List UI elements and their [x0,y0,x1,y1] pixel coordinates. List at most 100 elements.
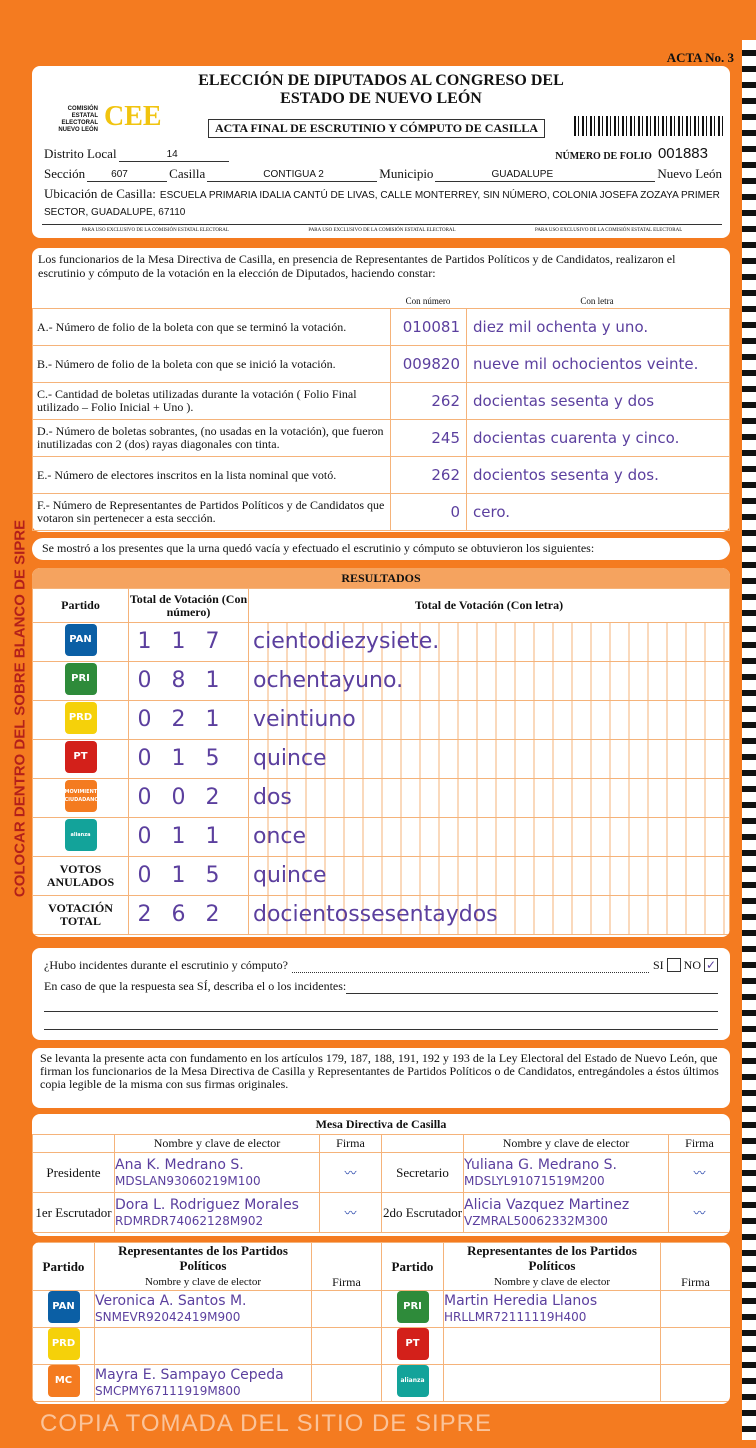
no-checkbox[interactable]: ✓ [704,958,718,972]
rep-clave: SNMEVR92042419M900 [95,1310,241,1324]
row-label: VOTACIÓN TOTAL [48,901,113,928]
party-logo-icon: PRI [64,663,97,695]
member-name: Alicia Vazquez Martinez [464,1196,630,1213]
votes-letter: dos [253,785,292,810]
firma-header: Firma [332,1275,361,1289]
results-table: Partido Total de Votación (Con número) Tot… [32,588,730,935]
ubicacion-label: Ubicación de Casilla: [44,186,156,201]
party-logo-icon: PT [396,1328,429,1360]
constancia-row: B.- Número de folio de la boleta con que… [32,345,730,383]
results-row: alianza 011 once [32,817,730,857]
scan-marks [742,40,756,1440]
votes-letter: quince [253,863,327,888]
votes-letter: once [253,824,307,849]
party-logo-icon: alianza [396,1365,429,1397]
signature: 〰 [668,1152,730,1193]
firma-header: Firma [685,1136,714,1150]
letra-header: Total de Votación (Con letra) [414,598,564,612]
si-label: SI [652,958,664,972]
party-logo-icon: PAN [47,1291,80,1323]
nombre-header: Nombre y clave de elector [144,1276,262,1288]
votes-letter: veintiuno [253,707,356,732]
votes-letter: cientodiezysiete. [253,629,440,654]
party-logo-icon: alianza [64,819,97,851]
member-clave: MDSLAN93060219M100 [115,1173,261,1188]
reps-row: PAN Veronica A. Santos M. SNMEVR92042419M9… [32,1290,730,1328]
reps-panel: Partido Representantes de los Partidos Po… [32,1242,730,1404]
item-number: 245 [431,428,460,447]
col-numero-header: Con número [405,296,451,306]
member-clave: RDMRDR74062128M902 [115,1213,264,1228]
results-row: VOTOS ANULADOS 015 quince [32,856,730,896]
exclusive-use-note: PARA USO EXCLUSIVO DE LA COMISIÓN ESTATA… [535,228,683,233]
distrito-value: 14 [118,149,229,162]
item-letter: docientas cuarenta y cinco. [473,428,680,447]
incidents-question-row: ¿Hubo incidentes durante el escrutinio y… [44,958,718,973]
votes-letter: quince [253,746,327,771]
member-role: Presidente [46,1164,101,1180]
member-clave: MDSLYL91071519M200 [464,1173,605,1188]
title-line-1: ELECCIÓN DE DIPUTADOS AL CONGRESO DEL [198,72,564,89]
rep-name: Veronica A. Santos M. [95,1293,247,1309]
si-checkbox[interactable] [666,958,681,972]
seccion-value: 607 [87,169,168,182]
acta-number: ACTA No. 3 [666,50,734,65]
item-label: E.- Número de electores inscritos en la … [37,467,337,482]
row-label: VOTOS ANULADOS [46,862,115,889]
item-label: C.- Cantidad de boletas utilizadas duran… [37,387,357,414]
header-panel: ELECCIÓN DE DIPUTADOS AL CONGRESO DEL EST… [32,66,730,238]
results-panel: RESULTADOS Partido Total de Votación (Con… [32,568,730,937]
party-logo-icon: PAN [64,624,97,656]
ubicacion-row: Ubicación de Casilla: ESCUELA PRIMARIA ID… [44,185,724,221]
constancia-panel: Los funcionarios de la Mesa Directiva de… [32,248,730,532]
exclusive-use-note: PARA USO EXCLUSIVO DE LA COMISIÓN ESTATA… [81,228,229,233]
rep-clave [445,1384,660,1399]
constancia-table: A.- Número de folio de la boleta con que… [32,308,730,531]
votes-letter: ochentayuno. [253,668,404,693]
rep-clave: HRLLMR72111119H400 [444,1310,587,1324]
rep-name [445,1330,660,1347]
party-logo-icon: MOVIMIENTO CIUDADANO [64,780,97,812]
side-instruction: COLOCAR DENTRO DEL SOBRE BLANCO DE SIPRE [11,519,29,898]
page-title: ELECCIÓN DE DIPUTADOS AL CONGRESO DEL EST… [32,72,730,108]
exclusive-use-strip: PARA USO EXCLUSIVO DE LA COMISIÓN ESTATA… [42,224,722,233]
constancia-row: D.- Número de boletas sobrantes, (no usa… [32,419,730,457]
item-label: D.- Número de boletas sobrantes, (no usa… [37,424,384,451]
watermark: COPIA TOMADA DEL SITIO DE SIPRE [40,1410,493,1437]
distrito-row: Distrito Local 14 NÚMERO DE FOLIO 001883 [44,144,722,162]
votes-number: 262 [137,902,240,927]
results-row: PRD 021 veintiuno [32,700,730,740]
signature: 〰 [668,1192,730,1233]
item-letter: diez mil ochenta y uno. [473,317,649,336]
item-label: B.- Número de folio de la boleta con que… [37,356,336,371]
numero-header: Total de Votación (Con número) [129,591,248,619]
seccion-label: Sección [44,166,86,181]
casilla-label: Casilla [169,166,206,181]
results-row: MOVIMIENTO CIUDADANO 002 dos [32,778,730,818]
mesa-row: 1er Escrutador Dora L. Rodriguez Morales R… [32,1192,730,1233]
rep-name: Martin Heredia Llanos [444,1293,598,1309]
reps-title: Representantes de los Partidos Políticos [467,1243,637,1274]
estado: Nuevo León [657,166,722,181]
ubicacion-value: ESCUELA PRIMARIA IDALIA CANTÚ DE LIVAS, … [44,190,720,218]
rep-name [445,1367,660,1384]
mesa-row: Presidente Ana K. Medrano S. MDSLAN9306021… [32,1152,730,1193]
seccion-row: Sección 607 Casilla CONTIGUA 2 Municipio… [44,164,722,182]
item-letter: nueve mil ochocientos veinte. [473,354,699,373]
title-line-2: ESTADO DE NUEVO LEÓN [280,90,482,107]
item-number: 262 [431,391,460,410]
rep-clave: SMCPMY67111919M800 [95,1384,241,1398]
constancia-row: E.- Número de electores inscritos en la … [32,456,730,494]
constancia-row: F.- Número de Representantes de Partidos… [32,493,730,531]
item-number: 262 [431,465,460,484]
exclusive-use-note: PARA USO EXCLUSIVO DE LA COMISIÓN ESTATA… [308,228,456,233]
casilla-value: CONTIGUA 2 [207,169,378,182]
member-role: 1er Escrutador [35,1204,112,1220]
item-letter: cero. [473,502,510,521]
member-name: Yuliana G. Medrano S. [464,1156,617,1173]
partido-header: Partido [61,598,100,612]
reps-row: PRD PT [32,1327,730,1365]
reps-row: MC Mayra E. Sampayo Cepeda SMCPMY67111919M… [32,1364,730,1402]
nombre-header: Nombre y clave de elector [502,1136,630,1150]
party-logo-icon: MC [47,1365,80,1397]
